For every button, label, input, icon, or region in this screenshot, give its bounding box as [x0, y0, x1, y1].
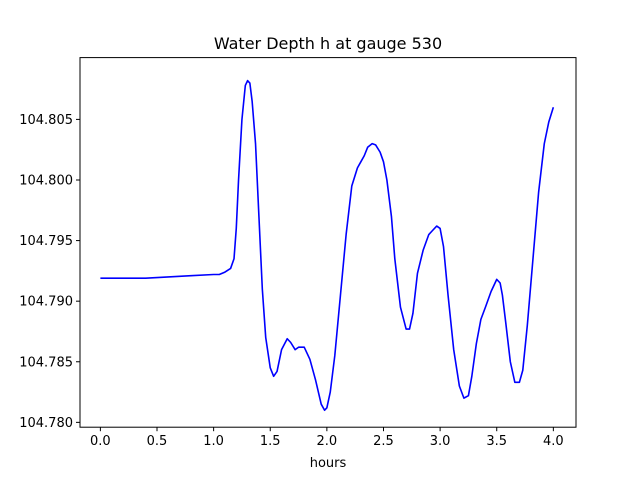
x-tick-label: 3.5 — [486, 434, 507, 449]
chart-title: Water Depth h at gauge 530 — [214, 34, 442, 53]
x-tick-label: 4.0 — [543, 434, 564, 449]
y-tick-label: 104.795 — [19, 234, 73, 249]
x-axis-label: hours — [310, 456, 347, 471]
y-tick-label: 104.805 — [19, 113, 73, 128]
y-tick-label: 104.780 — [19, 416, 73, 431]
x-tick-label: 0.5 — [147, 434, 168, 449]
x-tick-label: 2.0 — [317, 434, 338, 449]
y-tick-label: 104.790 — [19, 295, 73, 310]
y-tick-label: 104.785 — [19, 355, 73, 370]
y-tick-label: 104.800 — [19, 173, 73, 188]
series-line-0 — [100, 79, 555, 412]
plot-area — [100, 79, 555, 412]
x-tick-label: 0.0 — [90, 434, 111, 449]
axes-frame — [79, 57, 577, 428]
x-tick-label: 2.5 — [373, 434, 394, 449]
x-tick-label: 1.0 — [203, 434, 224, 449]
x-tick-label: 1.5 — [260, 434, 281, 449]
axis-ticks: 0.0 0.5 1.0 1.5 2.0 2.5 3.0 3.5 4.0 104.780 104.78… — [19, 113, 563, 449]
x-tick-label: 3.0 — [430, 434, 451, 449]
